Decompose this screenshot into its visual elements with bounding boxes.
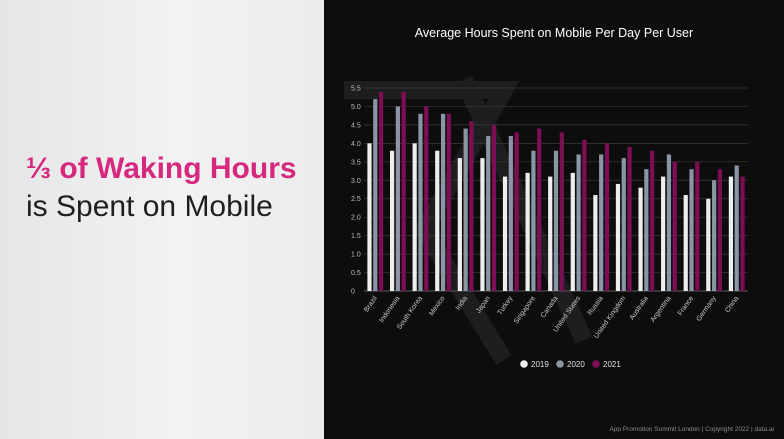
bar-2019-india [457,158,462,291]
bar-2019-japan [480,158,485,291]
category-label: Turkey [497,295,515,317]
y-tick-label: 4.0 [351,141,361,148]
headline: ⅓ of Waking Hours is Spent on Mobile [26,150,321,226]
bar-2021-india [469,121,474,291]
bar-2021-singapore [537,128,542,291]
bar-2020-australia [644,169,649,291]
bar-2019-china [728,176,734,291]
bar-2019-united-kingdom [615,183,621,291]
category-label: Canada [540,295,560,319]
bar-2020-united-states [576,154,581,291]
bar-2020-argentina [666,154,672,291]
category-label: France [677,295,695,317]
bar-2021-australia [650,150,655,291]
category-label: Mexico [428,295,447,317]
chart-title: Average Hours Spent on Mobile Per Day Pe… [415,26,693,40]
bar-2020-canada [553,150,559,291]
category-label: Brazil [363,295,379,314]
bar-2021-united-kingdom [627,147,632,291]
bar-2021-united-states [582,139,587,291]
bar-2021-indonesia [401,91,406,291]
bar-2020-japan [486,135,491,291]
bar-2021-turkey [514,132,519,291]
bar-2021-russia [604,143,610,291]
bar-2020-germany [712,180,717,291]
legend: 2019 2020 2021 [520,360,621,369]
bar-2021-south-korea [424,106,429,291]
category-label: China [724,295,740,314]
bar-chart: Average Hours Spent on Mobile Per Day Pe… [344,26,748,369]
bar-2021-argentina [672,161,677,291]
y-tick-label: 1.0 [351,252,361,259]
bar-2020-indonesia [395,106,400,291]
bar-2019-canada [548,176,553,291]
bar-2021-germany [717,169,723,291]
bar-2020-china [734,165,739,291]
bar-2019-germany [706,198,711,291]
bar-2019-australia [638,187,643,291]
legend-swatch-2019 [520,360,528,368]
y-tick-label: 2.0 [351,215,361,222]
category-label: Germany [696,295,719,323]
y-tick-label: 3.5 [351,159,361,166]
legend-swatch-2021 [592,360,600,368]
category-label: Russia [587,295,605,317]
bar-2020-south-korea [418,113,423,291]
bar-2021-brazil [378,91,384,291]
y-tick-label: 2.5 [351,196,361,203]
bar-2020-turkey [508,135,513,291]
bar-2019-brazil [367,143,372,291]
y-tick-label: 4.5 [351,122,361,129]
chart-panel: Average Hours Spent on Mobile Per Day Pe… [324,0,784,439]
headline-panel: ⅓ of Waking Hours is Spent on Mobile [0,0,324,439]
y-tick-label: 5.5 [351,86,361,93]
legend-swatch-2020 [556,360,564,368]
bar-2020-russia [599,154,604,291]
bar-2020-singapore [531,150,536,291]
bar-2019-turkey [502,176,508,291]
bar-2019-united-states [570,172,575,291]
y-tick-label: 5.0 [351,104,361,111]
bar-2021-japan [491,124,497,291]
bar-2020-brazil [373,99,378,291]
headline-accent: ⅓ of Waking Hours [26,152,297,185]
legend-label-2020: 2020 [567,360,585,369]
bar-2019-singapore [525,172,530,291]
bar-2021-china [740,176,745,291]
bar-2021-canada [559,132,564,291]
bar-2021-france [695,161,700,291]
y-tick-label: 3.0 [351,178,361,185]
y-tick-label: 0 [351,289,355,296]
bar-2019-france [683,195,688,291]
bar-2019-argentina [661,176,666,291]
bar-2019-mexico [435,150,440,291]
category-label: Singapore [513,295,537,325]
y-tick-label: 1.5 [351,233,361,240]
bar-2020-mexico [440,113,446,291]
legend-label-2019: 2019 [531,360,549,369]
bar-2019-russia [593,195,598,291]
bars [367,91,745,291]
footer-text: App Promotion Summit London | Copyright … [609,426,774,433]
bar-2020-france [689,169,694,291]
category-label: Indonesia [378,295,401,324]
y-axis-ticks: 0 0.5 1.0 1.5 2.0 2.5 3.0 3.5 4.0 4.5 5.0 5.5 [351,86,361,296]
legend-label-2021: 2021 [603,360,621,369]
bar-2021-mexico [446,113,451,291]
headline-rest: is Spent on Mobile [26,190,273,223]
bar-2019-south-korea [412,143,417,291]
bar-2020-united-kingdom [621,158,626,291]
bar-2019-indonesia [389,150,395,291]
bar-2020-india [463,128,468,291]
y-tick-label: 0.5 [351,270,361,277]
category-label: Australia [629,295,650,321]
category-label: Argentina [650,295,673,324]
